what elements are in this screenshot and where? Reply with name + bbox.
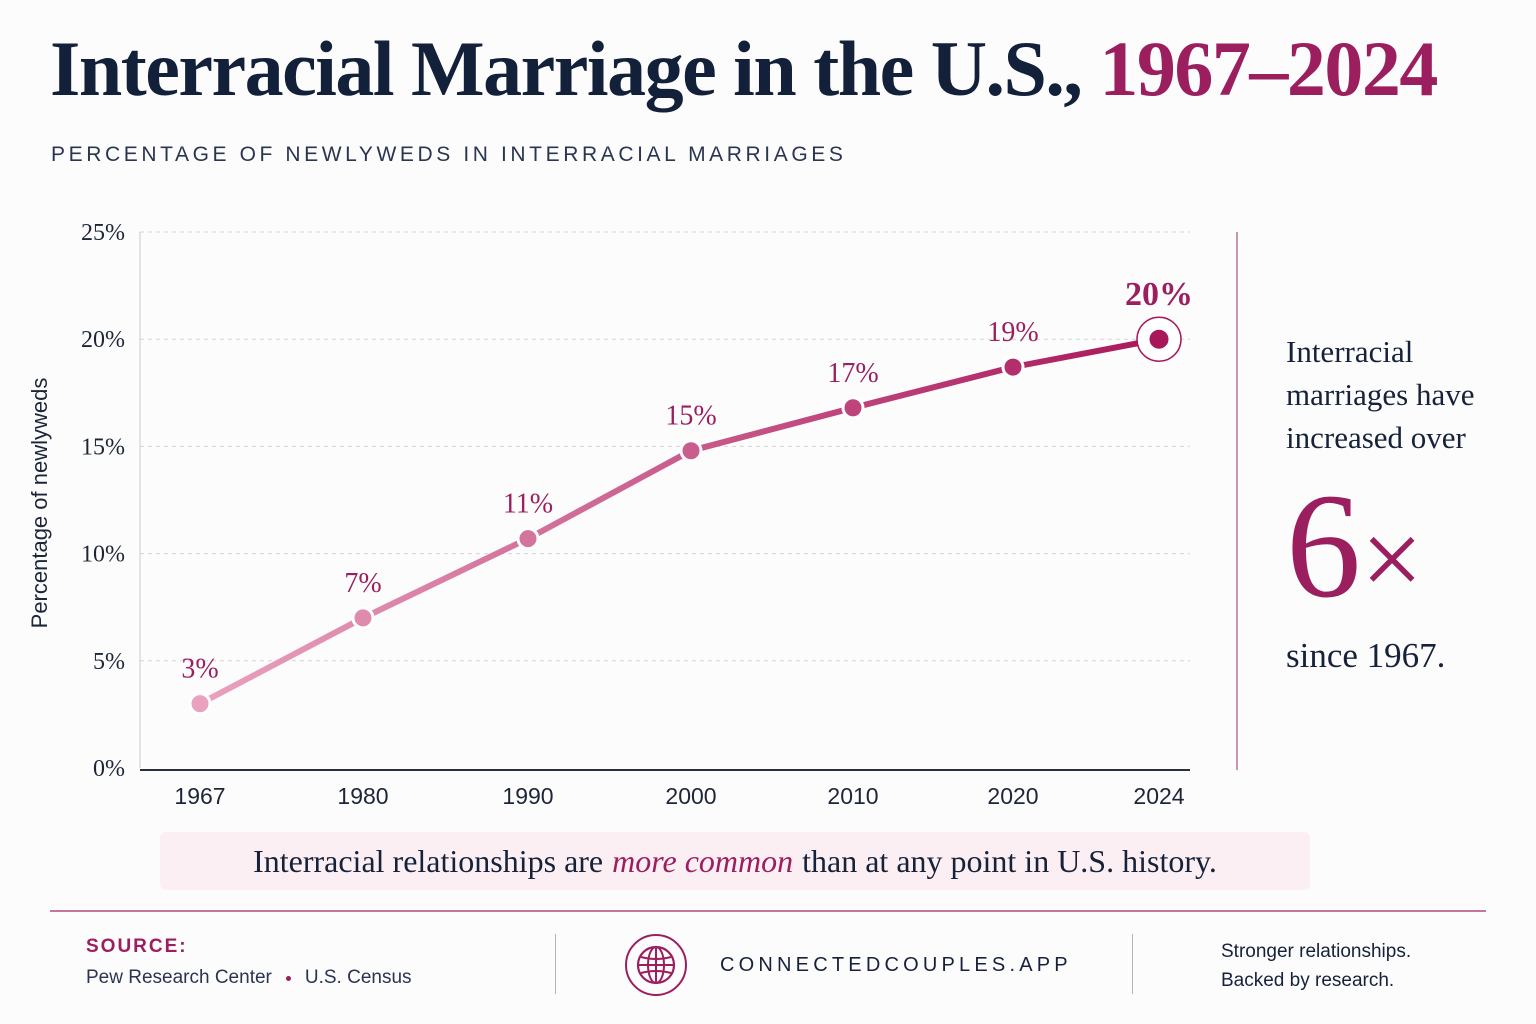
- data-label: 3%: [181, 654, 218, 685]
- x-tick-label: 1980: [337, 783, 388, 809]
- data-point: [516, 527, 540, 551]
- series-line: [197, 336, 1162, 707]
- globe-icon: [625, 934, 687, 996]
- x-tick-label: 1967: [174, 783, 225, 809]
- x-tick-label: 2024: [1133, 783, 1184, 809]
- data-label: 20%: [1125, 276, 1193, 313]
- data-label: 11%: [503, 489, 553, 520]
- source-item: U.S. Census: [304, 967, 412, 988]
- footer-divider: [50, 910, 1486, 912]
- tagline: Stronger relationships. Backed by resear…: [1221, 937, 1411, 995]
- y-tick-label: 25%: [81, 220, 125, 246]
- y-tick-label: 15%: [81, 434, 125, 460]
- data-point: [351, 606, 375, 630]
- x-tick-label: 2010: [827, 783, 878, 809]
- source-list: Pew Research Center U.S. Census: [86, 967, 412, 989]
- callout-line-2: marriages have: [1286, 377, 1475, 412]
- x-tick-label: 1990: [502, 783, 553, 809]
- banner-text-before: Interracial relationships are: [253, 842, 604, 879]
- multiplier-number: 6: [1286, 463, 1361, 629]
- source-item: Pew Research Center: [86, 967, 272, 988]
- callout-panel: Interracial marriages have increased ove…: [1286, 330, 1506, 676]
- y-tick-label: 0%: [93, 756, 125, 782]
- source-label: SOURCE:: [86, 936, 188, 957]
- callout-divider: [1236, 232, 1238, 770]
- x-tick-label: 2000: [665, 783, 716, 809]
- y-tick-label: 10%: [81, 542, 125, 568]
- source-separator-dot: [285, 975, 291, 981]
- callout-line-1: Interracial: [1286, 334, 1414, 369]
- data-label: 15%: [665, 401, 716, 432]
- data-point: [679, 439, 703, 463]
- takeaway-banner: Interracial relationships are more commo…: [160, 832, 1310, 890]
- multiplier-times-sign: ×: [1361, 498, 1424, 620]
- website-link[interactable]: CONNECTEDCOUPLES.APP: [720, 954, 1072, 976]
- callout-since: since 1967.: [1286, 636, 1446, 675]
- y-tick-label: 20%: [81, 327, 125, 353]
- callout-multiplier: 6×: [1286, 471, 1506, 634]
- data-label: 7%: [344, 568, 381, 599]
- title-years: 1967–2024: [1099, 25, 1438, 112]
- page-subtitle: PERCENTAGE OF NEWLYWEDS IN INTERRACIAL M…: [51, 143, 847, 166]
- callout-line-3: increased over: [1286, 420, 1466, 455]
- banner-text-after: than at any point in U.S. history.: [802, 842, 1217, 879]
- title-main: Interracial Marriage in the U.S.,: [50, 25, 1083, 112]
- y-tick-label: 5%: [93, 649, 125, 675]
- y-axis-label: Percentage of newlyweds: [27, 377, 52, 629]
- data-point: [1001, 355, 1025, 379]
- tagline-line-2: Backed by research.: [1221, 970, 1395, 991]
- data-label: 17%: [827, 358, 878, 389]
- data-point: [188, 692, 212, 716]
- data-point: [1146, 326, 1172, 352]
- tagline-line-1: Stronger relationships.: [1221, 941, 1412, 962]
- page-title: Interracial Marriage in the U.S., 1967–2…: [50, 30, 1438, 108]
- x-tick-label: 2020: [987, 783, 1038, 809]
- data-label: 19%: [987, 317, 1038, 348]
- banner-emphasis: more common: [612, 842, 794, 879]
- footer-separator: [555, 934, 556, 994]
- footer-separator: [1132, 934, 1133, 994]
- data-point: [841, 396, 865, 420]
